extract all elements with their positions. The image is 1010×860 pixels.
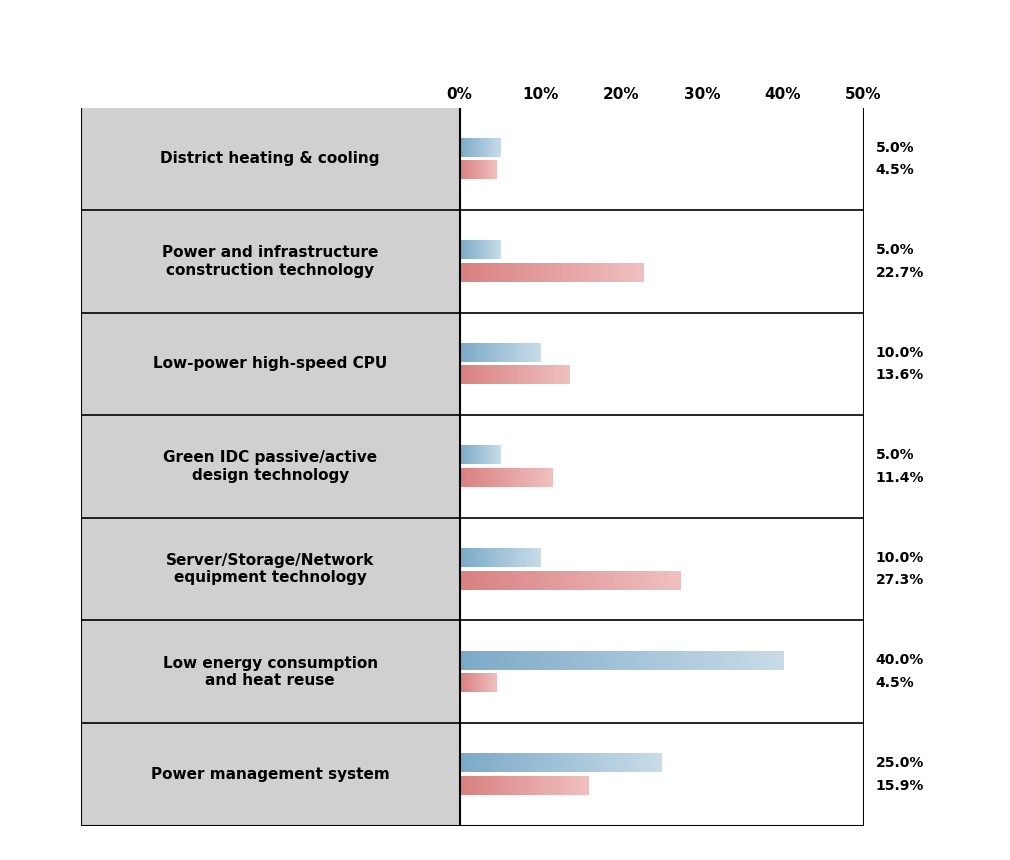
Text: 13.6%: 13.6% (876, 368, 924, 382)
Text: 5.0%: 5.0% (876, 448, 914, 463)
Text: Server/Storage/Network
equipment technology: Server/Storage/Network equipment technol… (166, 553, 375, 586)
Text: District heating & cooling: District heating & cooling (161, 151, 380, 166)
Text: Green IDC passive/active
design technology: Green IDC passive/active design technolo… (163, 451, 378, 482)
Text: 11.4%: 11.4% (876, 470, 924, 485)
Text: 4.5%: 4.5% (876, 676, 914, 690)
Text: 15.9%: 15.9% (876, 778, 924, 793)
Text: Power and infrastructure
construction technology: Power and infrastructure construction te… (162, 245, 379, 278)
Text: 40.0%: 40.0% (876, 654, 924, 667)
Text: 22.7%: 22.7% (876, 266, 924, 280)
Text: 5.0%: 5.0% (876, 140, 914, 155)
Text: 10.0%: 10.0% (876, 346, 924, 359)
Text: 5.0%: 5.0% (876, 243, 914, 257)
Text: Low-power high-speed CPU: Low-power high-speed CPU (154, 356, 387, 372)
Text: 10.0%: 10.0% (876, 551, 924, 565)
Text: Low energy consumption
and heat reuse: Low energy consumption and heat reuse (163, 655, 378, 688)
Text: 25.0%: 25.0% (876, 756, 924, 770)
Text: 27.3%: 27.3% (876, 574, 924, 587)
Text: 4.5%: 4.5% (876, 163, 914, 177)
Text: Power management system: Power management system (150, 767, 390, 782)
